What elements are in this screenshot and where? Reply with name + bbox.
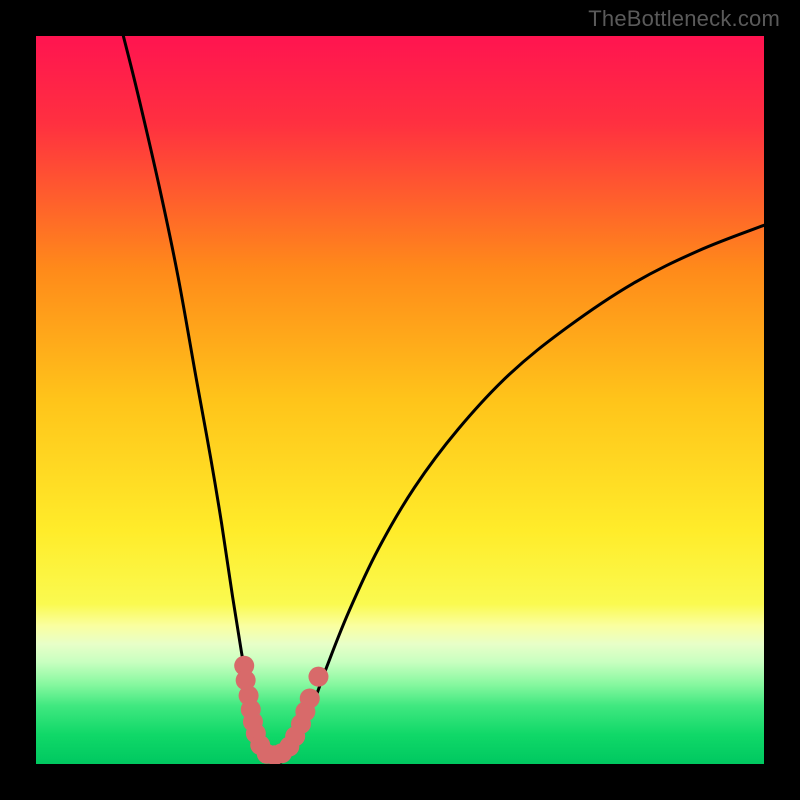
chart-plot-area <box>36 36 764 764</box>
watermark-text: TheBottleneck.com <box>588 6 780 32</box>
gradient-background <box>36 36 764 764</box>
data-marker <box>300 688 320 708</box>
bottleneck-chart-svg <box>36 36 764 764</box>
data-marker <box>308 667 328 687</box>
